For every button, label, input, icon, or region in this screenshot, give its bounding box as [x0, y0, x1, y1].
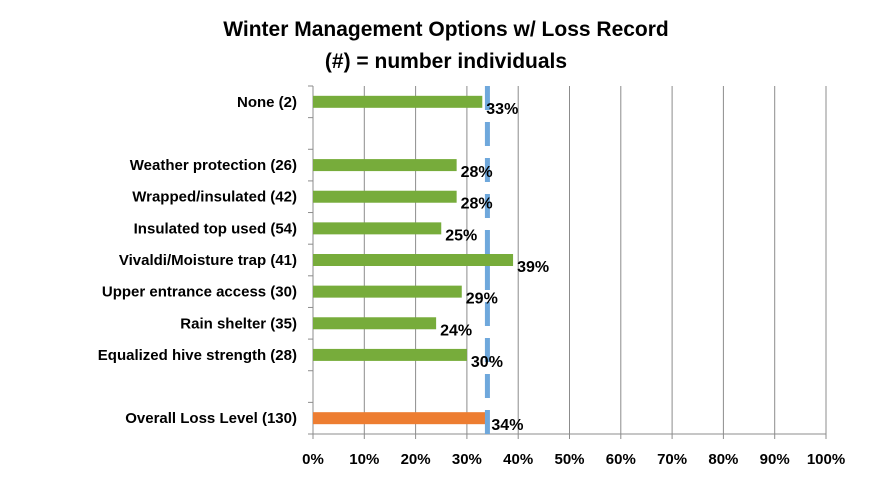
x-tick-label: 70% [657, 451, 687, 468]
data-label: 30% [471, 354, 503, 371]
category-label: Equalized hive strength (28) [98, 347, 297, 364]
data-label: 29% [466, 291, 498, 308]
x-tick-label: 90% [760, 451, 790, 468]
category-label: Overall Loss Level (130) [125, 410, 297, 427]
data-label: 24% [440, 322, 472, 339]
category-label: Weather protection (26) [130, 157, 297, 174]
x-tick-label: 60% [606, 451, 636, 468]
x-tick-label: 100% [807, 451, 845, 468]
bar [313, 317, 437, 330]
bar [313, 285, 462, 298]
bar [313, 254, 514, 266]
x-tick-label: 80% [708, 451, 738, 468]
x-tick-label: 10% [349, 451, 379, 468]
bar [313, 412, 488, 425]
x-tick-label: 20% [401, 451, 431, 468]
category-label: Rain shelter (35) [180, 315, 297, 332]
category-label: Insulated top used (54) [134, 220, 297, 237]
x-tick-label: 30% [452, 451, 482, 468]
bar [313, 190, 457, 203]
category-label: Upper entrance access (30) [102, 284, 297, 301]
data-label: 28% [461, 164, 493, 181]
x-tick-label: 0% [302, 451, 324, 468]
category-label: Wrapped/insulated (42) [132, 189, 297, 206]
data-label: 33% [486, 101, 518, 118]
category-label: Vivaldi/Moisture trap (41) [119, 252, 297, 269]
x-tick-label: 50% [554, 451, 584, 468]
data-label: 34% [491, 417, 523, 434]
bar [313, 348, 467, 361]
bar [313, 95, 483, 108]
data-label: 28% [461, 196, 493, 213]
data-label: 25% [445, 227, 477, 244]
chart-subtitle: (#) = number individuals [324, 50, 568, 73]
category-label: None (2) [237, 94, 297, 111]
bar [313, 222, 442, 235]
x-tick-label: 40% [503, 451, 533, 468]
chart-title: Winter Management Options w/ Loss Record [223, 18, 669, 41]
bar [313, 159, 457, 172]
data-label: 39% [517, 259, 549, 276]
